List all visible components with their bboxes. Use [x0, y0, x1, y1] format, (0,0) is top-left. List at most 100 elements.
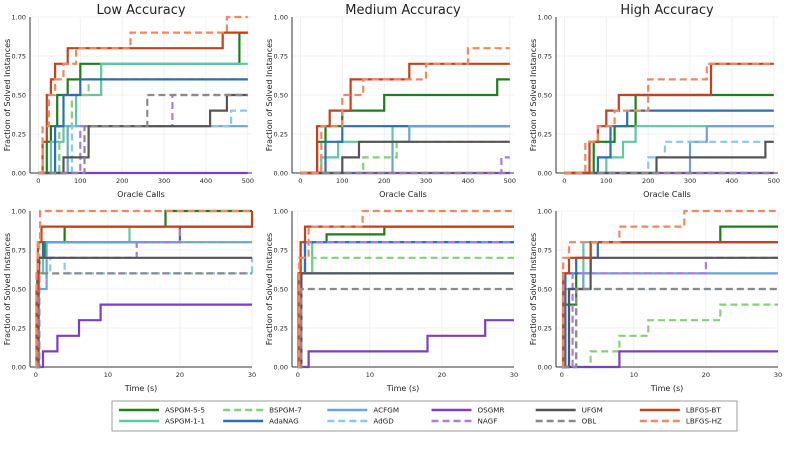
- legend-box: [111, 400, 738, 432]
- series-line-lbfgs-hz: [35, 209, 252, 369]
- x-axis-label: Oracle Calls: [643, 190, 691, 199]
- x-tick-label: 400: [200, 177, 212, 185]
- x-tick-label: 100: [74, 177, 86, 185]
- x-tick-label: 10: [366, 371, 374, 379]
- x-tick-label: 500: [242, 177, 254, 185]
- y-tick-label: 1.00: [538, 208, 552, 216]
- series-line-lbfgs-hz: [297, 209, 514, 369]
- x-tick-label: 0: [36, 177, 40, 185]
- y-tick-label: 1.00: [538, 14, 552, 22]
- legend-label-aspgm-5-5: ASPGM-5-5: [165, 406, 205, 415]
- panel-high-accuracy-time: 0.00 0.25 0.50 0.75 1.00 0 10 20 30 Time (s) Fract…: [529, 208, 782, 394]
- series-line-obl: [561, 287, 778, 369]
- x-axis-label: Time (s): [386, 384, 420, 393]
- column-title-2: Medium Accuracy: [345, 3, 461, 18]
- x-tick-label: 20: [438, 371, 446, 379]
- legend-label-aspgm-1-1: ASPGM-1-1: [165, 417, 205, 426]
- series-line-osgmr: [561, 350, 778, 369]
- legend-label-ufgm: UFGM: [582, 406, 603, 415]
- y-tick-label: 0.75: [274, 53, 288, 61]
- y-tick-label: 0.00: [12, 364, 26, 372]
- y-tick-label: 0.00: [274, 170, 288, 178]
- series-line-osgmr: [297, 319, 514, 369]
- y-axis-label: Fraction of Solved Instances: [529, 39, 538, 151]
- x-tick-label: 0: [560, 371, 564, 379]
- y-tick-label: 1.00: [274, 208, 288, 216]
- x-tick-label: 400: [462, 177, 474, 185]
- x-tick-label: 30: [248, 371, 256, 379]
- legend-label-obl: OBL: [582, 417, 597, 426]
- x-tick-label: 500: [768, 177, 780, 185]
- y-tick-label: 1.00: [12, 14, 26, 22]
- x-tick-label: 10: [104, 371, 112, 379]
- chart-panels: Low Accuracy Medium Accuracy High Accuracy…: [3, 3, 782, 393]
- panel-low-accuracy-time: 0.00 0.25 0.50 0.75 1.00 0 10 20 30 Time (s) Fract…: [3, 208, 256, 394]
- y-tick-label: 0.50: [538, 92, 552, 100]
- series-line-bspgm-7: [561, 303, 778, 369]
- series-line-lbfgs-hz: [38, 15, 248, 175]
- column-title-1: Low Accuracy: [96, 3, 185, 18]
- y-tick-label: 0.75: [274, 247, 288, 255]
- x-tick-label: 0: [296, 371, 300, 379]
- series-line-lbfgs-hz: [564, 62, 774, 175]
- x-axis-label: Oracle Calls: [117, 190, 165, 199]
- y-tick-label: 0.75: [12, 247, 26, 255]
- x-tick-label: 400: [726, 177, 738, 185]
- y-tick-label: 0.50: [12, 92, 26, 100]
- y-tick-label: 1.00: [12, 208, 26, 216]
- x-tick-label: 300: [420, 177, 432, 185]
- legend-label-acfgm: ACFGM: [373, 406, 399, 415]
- legend-label-lbfgs-bt: LBFGS-BT: [686, 406, 721, 415]
- column-title-3: High Accuracy: [620, 3, 714, 18]
- series-line-lbfgs-bt: [564, 62, 774, 175]
- y-axis-label: Fraction of Solved Instances: [265, 233, 274, 345]
- y-tick-label: 0.25: [538, 131, 552, 139]
- y-tick-label: 0.25: [12, 325, 26, 333]
- x-tick-label: 200: [116, 177, 128, 185]
- x-tick-label: 200: [642, 177, 654, 185]
- panel-medium-accuracy-time: 0.00 0.25 0.50 0.75 1.00 0 10 20 30 Time (s) Fract…: [265, 208, 518, 394]
- x-axis-label: Oracle Calls: [379, 190, 427, 199]
- y-tick-label: 0.00: [538, 170, 552, 178]
- y-axis-label: Fraction of Solved Instances: [265, 39, 274, 151]
- series-line-ufgm: [38, 93, 248, 175]
- x-tick-label: 300: [684, 177, 696, 185]
- series-line-lbfgs-hz: [561, 209, 778, 369]
- y-axis-label: Fraction of Solved Instances: [3, 233, 12, 345]
- y-tick-label: 0.75: [538, 53, 552, 61]
- x-tick-label: 200: [378, 177, 390, 185]
- x-tick-label: 500: [504, 177, 516, 185]
- y-tick-label: 0.75: [538, 247, 552, 255]
- series-line-adanag: [38, 78, 248, 175]
- legend-label-adanag: AdaNAG: [269, 417, 299, 426]
- x-axis-label: Time (s): [650, 384, 684, 393]
- series-line-aspgm-1-1: [564, 125, 774, 175]
- x-tick-label: 0: [298, 177, 302, 185]
- x-tick-label: 0: [562, 177, 566, 185]
- series-line-osgmr: [35, 303, 252, 369]
- y-axis-label: Fraction of Solved Instances: [3, 39, 12, 151]
- y-tick-label: 0.50: [538, 286, 552, 294]
- legend-label-osgmr: OSGMR: [478, 406, 505, 415]
- series-line-adanag: [561, 241, 778, 369]
- y-tick-label: 0.00: [538, 364, 552, 372]
- series-line-adanag: [564, 109, 774, 175]
- y-tick-label: 0.75: [12, 53, 26, 61]
- x-tick-label: 100: [336, 177, 348, 185]
- x-tick-label: 30: [510, 371, 518, 379]
- y-tick-label: 0.50: [12, 286, 26, 294]
- legend-label-lbfgs-hz: LBFGS-HZ: [686, 417, 722, 426]
- x-tick-label: 100: [600, 177, 612, 185]
- y-tick-label: 0.25: [12, 131, 26, 139]
- y-tick-label: 0.50: [274, 92, 288, 100]
- legend-label-bspgm-7: BSPGM-7: [269, 406, 302, 415]
- series-line-aspgm-5-5: [564, 93, 774, 175]
- series-line-lbfgs-bt: [300, 62, 510, 175]
- series-line-nagf: [35, 225, 252, 369]
- legend-label-nagf: NAGF: [478, 417, 498, 426]
- x-tick-label: 10: [630, 371, 638, 379]
- x-tick-label: 20: [702, 371, 710, 379]
- y-tick-label: 0.00: [274, 364, 288, 372]
- x-tick-label: 0: [34, 371, 38, 379]
